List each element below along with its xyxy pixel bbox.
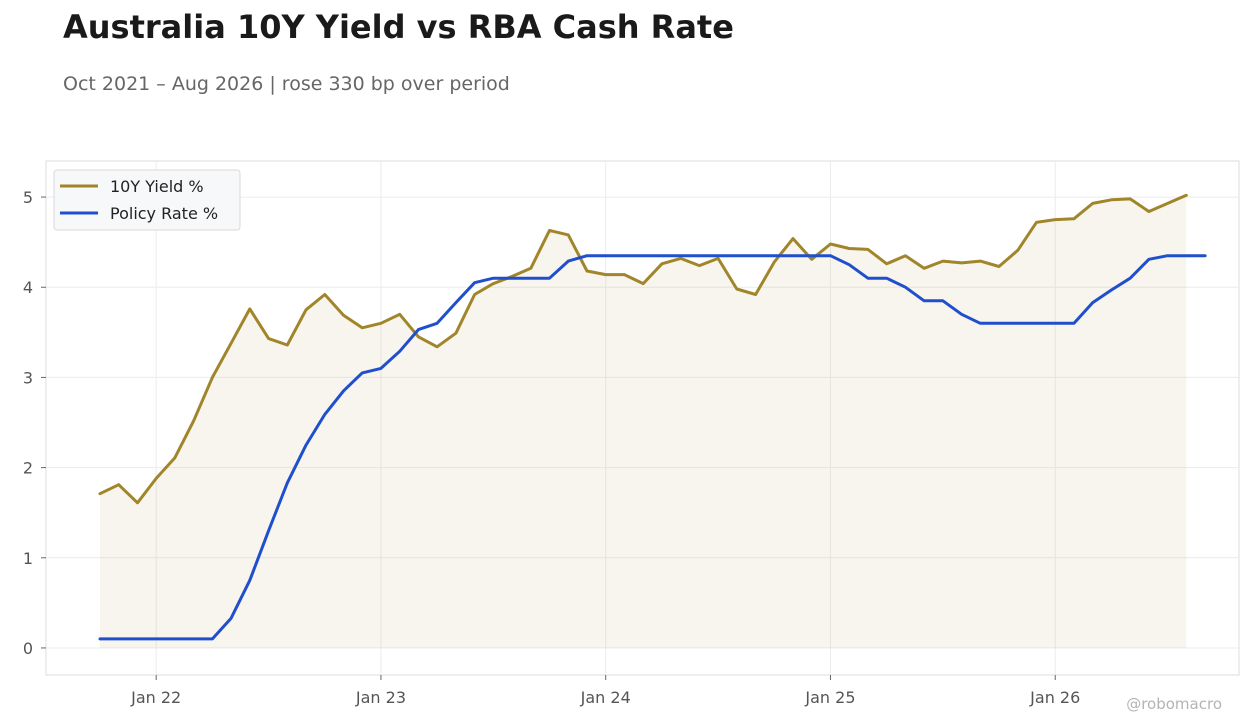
x-tick-label: Jan 26 <box>1029 688 1080 707</box>
chart-subtitle: Oct 2021 – Aug 2026 | rose 330 bp over p… <box>63 73 510 95</box>
series-lines <box>98 193 1207 641</box>
series-area-0 <box>100 195 1187 648</box>
gridlines <box>46 161 1239 675</box>
y-tick-label: 5 <box>23 188 33 207</box>
chart-title: Australia 10Y Yield vs RBA Cash Rate <box>63 8 734 46</box>
x-tick-label: Jan 23 <box>355 688 406 707</box>
series-line-0 <box>98 193 1188 505</box>
legend-box <box>53 169 241 231</box>
legend-label: 10Y Yield % <box>110 177 204 196</box>
x-axis: Jan 22 Jan 23 Jan 24 Jan 25 Jan 26 <box>130 675 1080 707</box>
y-axis: 0 1 2 3 4 5 <box>23 188 46 658</box>
y-tick-label: 2 <box>23 459 33 478</box>
y-tick-label: 1 <box>23 549 33 568</box>
series-line-1 <box>98 254 1207 641</box>
y-tick-label: 0 <box>23 639 33 658</box>
x-tick-label: Jan 22 <box>130 688 181 707</box>
x-tick-label: Jan 25 <box>804 688 855 707</box>
y-tick-label: 3 <box>23 368 33 387</box>
legend: 10Y Yield % Policy Rate % <box>53 169 241 231</box>
x-tick-label: Jan 24 <box>580 688 631 707</box>
area-fills <box>100 195 1187 648</box>
watermark: @robomacro <box>1126 695 1222 713</box>
y-tick-label: 4 <box>23 278 33 297</box>
legend-label: Policy Rate % <box>110 204 218 223</box>
